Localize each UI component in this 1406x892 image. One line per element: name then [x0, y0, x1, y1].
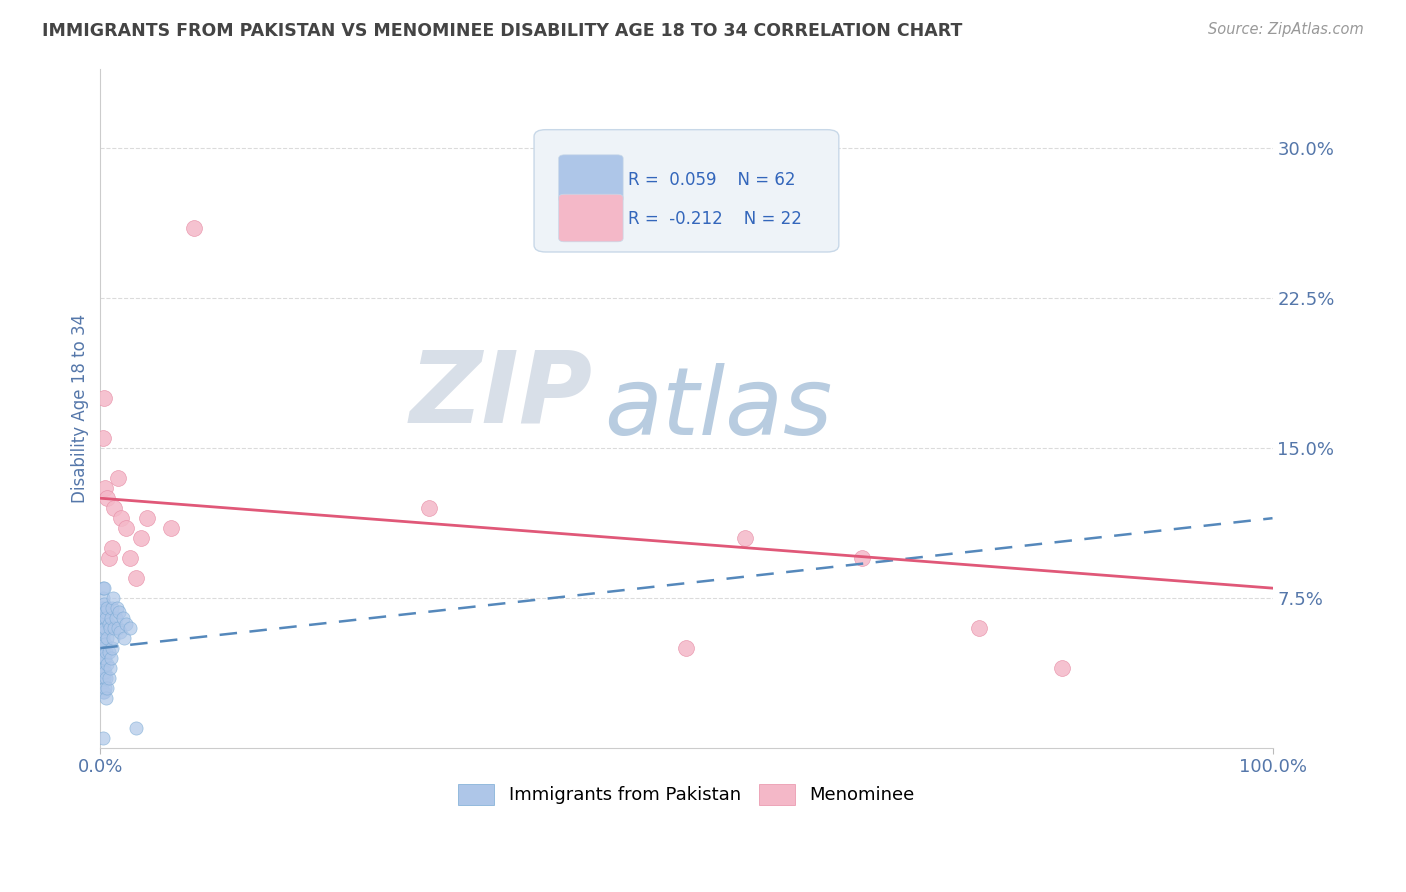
Point: [418, 501, 440, 516]
Point: [90, 645, 112, 659]
Point: [124, 721, 146, 735]
Point: [851, 551, 873, 566]
Point: [103, 631, 125, 645]
Point: [96, 691, 118, 706]
Point: [159, 521, 181, 535]
Point: [91, 675, 114, 690]
Point: [90, 631, 112, 645]
Point: [91, 651, 114, 665]
FancyBboxPatch shape: [558, 194, 623, 242]
Point: [115, 617, 138, 632]
Text: IMMIGRANTS FROM PAKISTAN VS MENOMINEE DISABILITY AGE 18 TO 34 CORRELATION CHART: IMMIGRANTS FROM PAKISTAN VS MENOMINEE DI…: [42, 22, 963, 40]
Text: atlas: atlas: [605, 363, 832, 454]
Point: [90, 601, 112, 615]
Point: [94, 665, 117, 679]
Point: [98, 621, 121, 635]
Y-axis label: Disability Age 18 to 34: Disability Age 18 to 34: [72, 314, 89, 503]
Point: [103, 501, 125, 516]
Text: Source: ZipAtlas.com: Source: ZipAtlas.com: [1208, 22, 1364, 37]
Point: [91, 631, 114, 645]
Point: [969, 621, 991, 635]
Point: [96, 601, 118, 615]
Point: [96, 657, 118, 672]
Point: [96, 631, 118, 645]
Point: [115, 521, 138, 535]
Point: [93, 392, 115, 406]
Point: [93, 625, 115, 640]
Point: [183, 221, 205, 235]
FancyBboxPatch shape: [534, 129, 839, 252]
Point: [91, 685, 114, 699]
Point: [91, 591, 114, 606]
Point: [93, 671, 115, 685]
Point: [91, 601, 114, 615]
Point: [124, 571, 146, 585]
Point: [91, 581, 114, 595]
Point: [131, 531, 153, 545]
Point: [98, 661, 121, 675]
Point: [94, 651, 117, 665]
Text: R =  0.059    N = 62: R = 0.059 N = 62: [628, 171, 796, 189]
Point: [93, 685, 115, 699]
Point: [96, 611, 118, 625]
Point: [94, 621, 117, 635]
Point: [97, 671, 120, 685]
Text: ZIP: ZIP: [409, 346, 593, 443]
Point: [91, 431, 114, 445]
Point: [105, 601, 128, 615]
Point: [93, 661, 115, 675]
Point: [107, 471, 129, 485]
Point: [90, 617, 112, 632]
Point: [108, 605, 131, 619]
Point: [107, 621, 129, 635]
Point: [100, 611, 122, 625]
Point: [94, 605, 117, 619]
Point: [97, 551, 120, 566]
Point: [96, 491, 118, 506]
Point: [111, 611, 134, 625]
Point: [94, 681, 117, 695]
Legend: Immigrants from Pakistan, Menominee: Immigrants from Pakistan, Menominee: [449, 775, 924, 814]
FancyBboxPatch shape: [558, 155, 623, 202]
Point: [110, 511, 132, 525]
Point: [93, 597, 115, 611]
Point: [94, 481, 117, 495]
Point: [93, 581, 115, 595]
Point: [112, 631, 135, 645]
Point: [101, 641, 124, 656]
Point: [1050, 661, 1073, 675]
Point: [91, 641, 114, 656]
Point: [93, 641, 115, 656]
Point: [97, 645, 120, 659]
Point: [94, 637, 117, 651]
Point: [96, 681, 118, 695]
Point: [675, 641, 697, 656]
Point: [101, 601, 124, 615]
Point: [91, 611, 114, 625]
Point: [97, 617, 120, 632]
Point: [91, 621, 114, 635]
Point: [91, 665, 114, 679]
Point: [104, 611, 127, 625]
Text: R =  -0.212    N = 22: R = -0.212 N = 22: [628, 211, 801, 228]
Point: [103, 621, 125, 635]
Point: [90, 661, 112, 675]
Point: [101, 541, 124, 556]
Point: [96, 645, 118, 659]
Point: [91, 731, 114, 745]
Point: [103, 591, 125, 606]
Point: [96, 671, 118, 685]
Point: [118, 621, 141, 635]
Point: [110, 625, 132, 640]
Point: [100, 651, 122, 665]
Point: [93, 611, 115, 625]
Point: [136, 511, 159, 525]
Point: [118, 551, 141, 566]
Point: [734, 531, 756, 545]
Point: [93, 651, 115, 665]
